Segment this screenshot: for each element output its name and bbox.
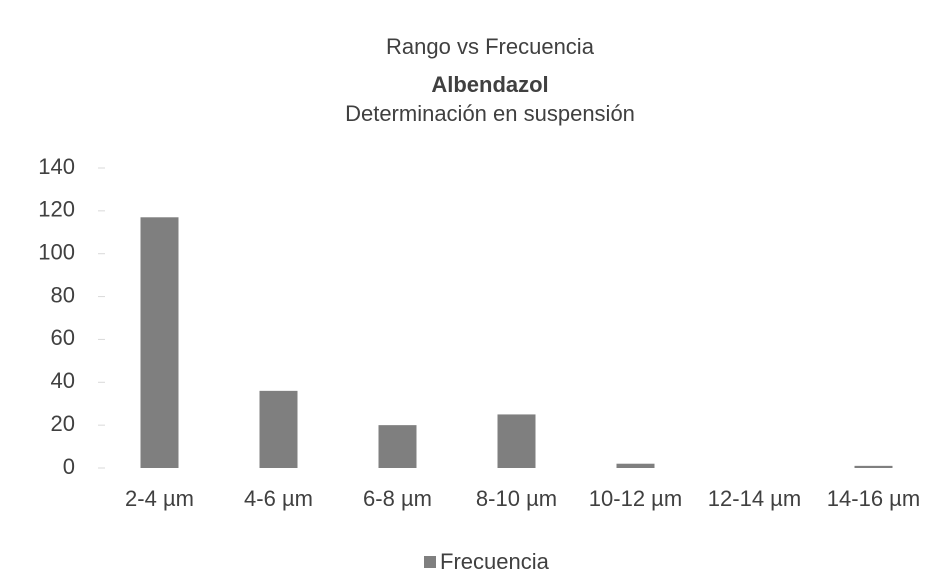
x-tick-label: 6-8 µm bbox=[363, 486, 432, 511]
bar bbox=[378, 425, 417, 468]
x-tick-label: 14-16 µm bbox=[827, 486, 920, 511]
y-tick-label: 40 bbox=[51, 368, 75, 393]
x-tick-label: 10-12 µm bbox=[589, 486, 682, 511]
x-tick-label: 2-4 µm bbox=[125, 486, 194, 511]
y-tick-label: 80 bbox=[51, 282, 75, 307]
y-tick-label: 120 bbox=[38, 197, 75, 222]
y-tick-label: 140 bbox=[38, 154, 75, 179]
chart-subtitle: Albendazol bbox=[431, 72, 548, 97]
bar bbox=[854, 465, 893, 468]
chart-subtitle: Determinación en suspensión bbox=[345, 101, 635, 126]
x-tick-label: 12-14 µm bbox=[708, 486, 801, 511]
bar bbox=[259, 390, 298, 468]
x-tick-label: 8-10 µm bbox=[476, 486, 557, 511]
legend-label: Frecuencia bbox=[440, 549, 550, 574]
y-tick-label: 20 bbox=[51, 411, 75, 436]
y-tick-label: 100 bbox=[38, 240, 75, 265]
bar bbox=[497, 414, 536, 468]
bar bbox=[616, 463, 655, 468]
y-tick-label: 0 bbox=[63, 454, 75, 479]
x-tick-label: 4-6 µm bbox=[244, 486, 313, 511]
chart-title: Rango vs Frecuencia bbox=[386, 34, 595, 59]
legend-swatch bbox=[424, 556, 436, 568]
bar bbox=[140, 217, 179, 468]
y-tick-label: 60 bbox=[51, 325, 75, 350]
